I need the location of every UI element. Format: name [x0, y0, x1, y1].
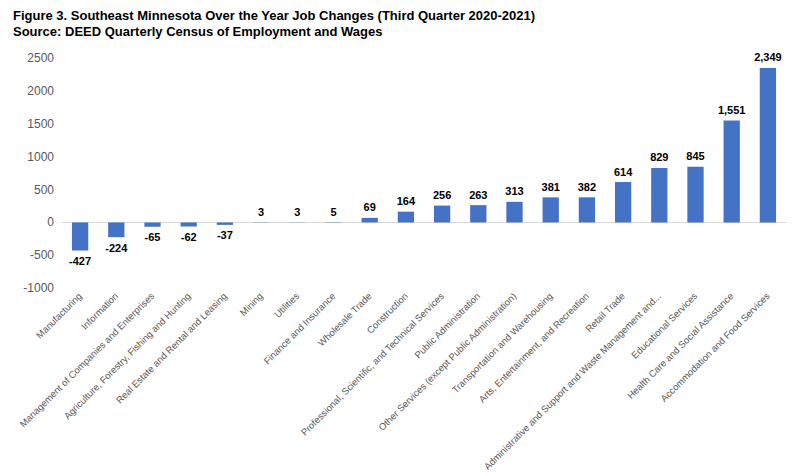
svg-text:-1000: -1000	[23, 281, 54, 295]
svg-text:-427: -427	[69, 255, 91, 267]
svg-text:-224: -224	[105, 242, 128, 254]
svg-text:Source: DEED Quarterly Census: Source: DEED Quarterly Census of Employm…	[13, 24, 382, 39]
svg-text:829: 829	[650, 151, 668, 163]
svg-text:2500: 2500	[27, 51, 54, 65]
svg-text:500: 500	[34, 183, 54, 197]
svg-text:Administrative and Support and: Administrative and Support and Waste Man…	[481, 290, 664, 472]
svg-text:5: 5	[330, 206, 336, 218]
svg-text:Agriculture, Forestry, Fishing: Agriculture, Forestry, Fishing and Hunti…	[62, 290, 193, 421]
svg-text:Health Care and Social Assista: Health Care and Social Assistance	[624, 290, 736, 401]
svg-text:164: 164	[397, 195, 416, 207]
svg-text:-500: -500	[30, 248, 54, 262]
svg-text:Figure 3. Southeast Minnesota: Figure 3. Southeast Minnesota Over the Y…	[13, 8, 535, 23]
svg-text:382: 382	[578, 181, 596, 193]
svg-text:Manufacturing: Manufacturing	[34, 290, 84, 340]
svg-text:381: 381	[542, 181, 560, 193]
svg-text:1000: 1000	[27, 150, 54, 164]
svg-text:Educational Services: Educational Services	[629, 290, 700, 361]
svg-text:69: 69	[364, 201, 376, 213]
svg-text:Mining: Mining	[237, 290, 265, 318]
svg-text:Retail Trade: Retail Trade	[583, 290, 627, 335]
svg-text:2,349: 2,349	[754, 51, 782, 63]
svg-text:Professional, Scientific, and: Professional, Scientific, and Technical …	[299, 290, 447, 438]
svg-text:Transportation and Warehousing: Transportation and Warehousing	[449, 290, 555, 396]
svg-text:313: 313	[505, 185, 523, 197]
svg-text:Public Administration: Public Administration	[412, 290, 482, 360]
svg-text:-37: -37	[217, 229, 233, 241]
svg-text:3: 3	[294, 206, 300, 218]
svg-text:2000: 2000	[27, 84, 54, 98]
svg-text:Finance and Insurance: Finance and Insurance	[261, 290, 337, 366]
svg-text:1500: 1500	[27, 117, 54, 131]
svg-text:-62: -62	[181, 231, 197, 243]
svg-text:Accommodation and Food Service: Accommodation and Food Services	[658, 290, 772, 404]
svg-text:1,551: 1,551	[718, 104, 746, 116]
svg-text:Wholesale Trade: Wholesale Trade	[315, 290, 373, 348]
svg-text:256: 256	[433, 189, 451, 201]
svg-text:614: 614	[614, 166, 633, 178]
svg-text:Utilities: Utilities	[272, 290, 302, 320]
svg-text:3: 3	[258, 206, 264, 218]
svg-text:-65: -65	[145, 231, 161, 243]
svg-text:0: 0	[47, 215, 54, 229]
svg-text:263: 263	[469, 189, 487, 201]
svg-text:Arts, Entertainment, and Recre: Arts, Entertainment, and Recreation	[476, 290, 591, 405]
svg-text:Real Estate and Rental and Lea: Real Estate and Rental and Leasing	[114, 290, 229, 405]
svg-text:Other Services (except Public: Other Services (except Public Administra…	[376, 290, 518, 432]
svg-text:845: 845	[686, 150, 704, 162]
svg-text:Management of Companies and En: Management of Companies and Enterprises	[17, 290, 156, 429]
svg-text:Information: Information	[78, 290, 121, 332]
svg-text:Construction: Construction	[364, 290, 410, 336]
